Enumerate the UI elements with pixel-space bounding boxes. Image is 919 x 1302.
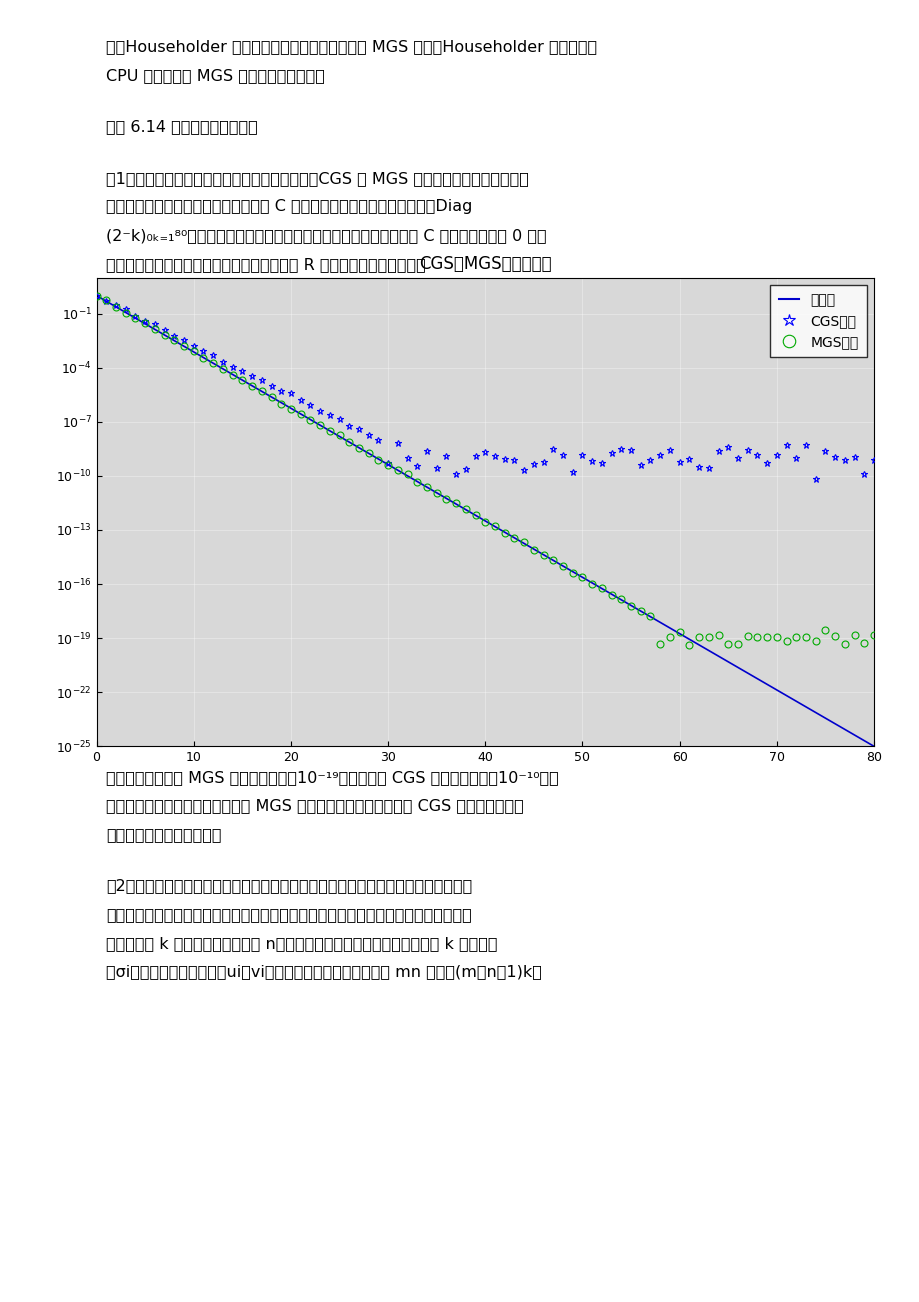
Text: 从上图中可以看出 MGS 方法可以计算到10⁻¹⁹数量级，而 CGS 方法只能计算到10⁻¹⁰数量: 从上图中可以看出 MGS 方法可以计算到10⁻¹⁹数量级，而 CGS 方法只能计… (106, 769, 558, 785)
Text: 级，这从实验的角度说明了修正的 MGS 方法的数値健壮性比传统的 CGS 方法更好，与我: 级，这从实验的角度说明了修正的 MGS 方法的数値健壮性比传统的 CGS 方法更… (106, 798, 523, 814)
Text: (2⁻k)₀ₖ₌₁⁸⁰相继地左乘和右乘两个任意的直交阵而得到的。则明显 C 的条件数非常恶 0 劣。: (2⁻k)₀ₖ₌₁⁸⁰相继地左乘和右乘两个任意的直交阵而得到的。则明显 C 的条… (106, 228, 546, 243)
Title: CGS和MGS方法的比较: CGS和MGS方法的比较 (418, 255, 551, 273)
Text: （1）本题为了验证当矩阵的条件数非常恶劣时，CGS 和 MGS 两种直交化方法给出的对角: （1）本题为了验证当矩阵的条件数非常恶劣时，CGS 和 MGS 两种直交化方法给… (106, 171, 528, 186)
Text: 线元素也存在明显的差异。取实验矩阵 C 是由一个元素快速变化的对角矩阵Diag: 线元素也存在明显的差异。取实验矩阵 C 是由一个元素快速变化的对角矩阵Diag (106, 199, 471, 215)
Text: （2）本题说明了奇异値分解在图像压缩中也有很好的应用价値。由于存储在计算机中: （2）本题说明了奇异値分解在图像压缩中也有很好的应用价値。由于存储在计算机中 (106, 879, 471, 893)
Text: 値σi，及其相应的奇异向量ui和vi，从而将图像的数据存储量从 mn 下降到(m＋n＋1)k。: 値σi，及其相应的奇异向量ui和vi，从而将图像的数据存储量从 mn 下降到(m… (106, 965, 541, 979)
Text: CPU 时间略低于 MGS 方法，故是合理的。: CPU 时间略低于 MGS 方法，故是合理的。 (106, 68, 324, 83)
Text: 练习 6.14 实现本章的两张图。: 练习 6.14 实现本章的两张图。 (106, 120, 257, 134)
Text: 们理论分析的结果相吹合。: 们理论分析的结果相吹合。 (106, 827, 221, 842)
Text: 而由Householder 镜像变换法的计算复杂度略低于 MGS 方法，Householder 方法所耗的: 而由Householder 镜像变换法的计算复杂度略低于 MGS 方法，Hous… (106, 39, 596, 55)
Text: 的图像本质上是矩阵，对图像的主要结构有限的相应数学解读为矩阵具有重要价値的主: 的图像本质上是矩阵，对图像的主要结构有限的相应数学解读为矩阵具有重要价値的主 (106, 907, 471, 922)
Legend: 初始値, CGS方法, MGS方法: 初始値, CGS方法, MGS方法 (769, 285, 866, 357)
Text: 下图将两种方法给出的分解所得的上三角矩阵 R 的对角线元素绘制出来。: 下图将两种方法给出的分解所得的上三角矩阵 R 的对角线元素绘制出来。 (106, 256, 425, 272)
Text: 奇异値个数 k 远远小于矩阵的阶数 n。利用矩阵的奇异値分解，只需记录前 k 个主奇异: 奇异値个数 k 远远小于矩阵的阶数 n。利用矩阵的奇异値分解，只需记录前 k 个… (106, 936, 497, 950)
